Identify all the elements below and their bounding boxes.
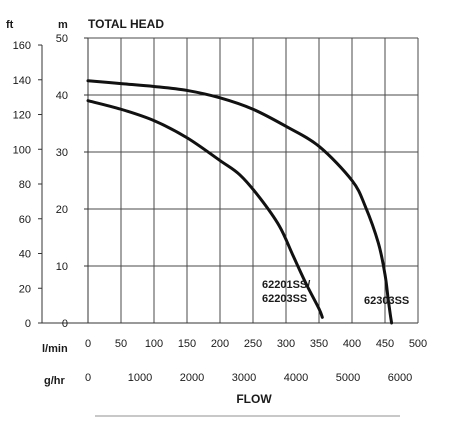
ft-tick-label-7: 140	[13, 75, 31, 87]
ghr-tick-label-2: 2000	[180, 372, 204, 384]
chart-grid	[41, 37, 419, 324]
lmin-tick-label-8: 400	[343, 338, 361, 350]
x-axis-unit-ghr: g/hr	[44, 375, 65, 387]
ft-tick-label-6: 120	[13, 110, 31, 122]
m-tick-label-0: 0	[62, 318, 68, 330]
m-tick-label-4: 40	[56, 90, 68, 102]
series-label-62303ss: 62303SS	[364, 295, 409, 307]
lmin-tick-label-0: 0	[85, 338, 91, 350]
ft-tick-label-8: 160	[13, 40, 31, 52]
series-label-62201ss-line1: 62201SS/	[262, 279, 310, 291]
ft-tick-label-5: 100	[13, 144, 31, 156]
ft-tick-label-0: 0	[25, 318, 31, 330]
ghr-tick-label-6: 6000	[388, 372, 412, 384]
lmin-tick-label-10: 500	[409, 338, 427, 350]
lmin-tick-label-9: 450	[376, 338, 394, 350]
left-axis-unit-ft: ft	[6, 19, 14, 31]
chart-curves	[86, 79, 394, 325]
lmin-tick-label-2: 100	[145, 338, 163, 350]
lmin-tick-label-7: 350	[310, 338, 328, 350]
ft-tick-label-1: 20	[19, 283, 31, 295]
m-tick-label-1: 10	[56, 261, 68, 273]
ghr-tick-label-1: 1000	[128, 372, 152, 384]
x-axis-unit-lmin: l/min	[42, 343, 68, 355]
lmin-tick-label-5: 250	[244, 338, 262, 350]
ft-tick-label-4: 80	[19, 179, 31, 191]
ghr-tick-label-3: 3000	[232, 372, 256, 384]
m-tick-label-5: 50	[56, 33, 68, 45]
ghr-tick-label-4: 4000	[284, 372, 308, 384]
lmin-tick-label-6: 300	[277, 338, 295, 350]
right-axis-unit-m: m	[58, 19, 68, 31]
ghr-tick-label-5: 5000	[336, 372, 360, 384]
chart-title: TOTAL HEAD	[88, 17, 164, 31]
ft-tick-label-2: 40	[19, 249, 31, 261]
series-curve-1	[86, 79, 394, 325]
series-curve-0	[86, 99, 324, 319]
lmin-tick-label-3: 150	[178, 338, 196, 350]
ft-tick-label-3: 60	[19, 214, 31, 226]
m-tick-label-2: 20	[56, 204, 68, 216]
lmin-tick-label-4: 200	[211, 338, 229, 350]
x-axis-label: FLOW	[236, 392, 272, 406]
lmin-tick-label-1: 50	[115, 338, 127, 350]
m-tick-label-3: 30	[56, 147, 68, 159]
ghr-tick-label-0: 0	[85, 372, 91, 384]
series-label-62201ss-line2: 62203SS	[262, 293, 307, 305]
